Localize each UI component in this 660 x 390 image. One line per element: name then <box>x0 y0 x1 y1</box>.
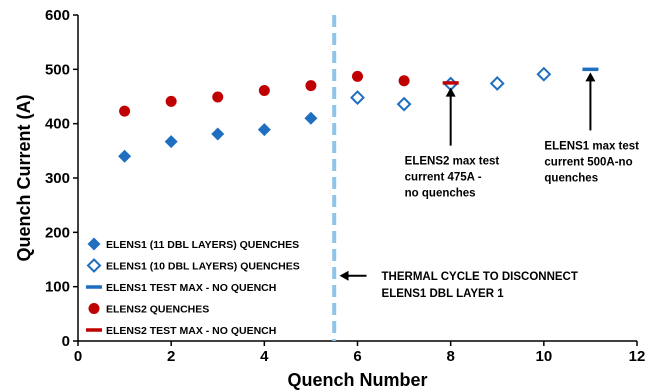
x-tick-label: 10 <box>535 348 552 365</box>
y-tick-label: 600 <box>45 7 70 24</box>
y-axis-title: Quench Current (A) <box>14 94 34 261</box>
data-point <box>164 135 178 149</box>
legend-item-1: ELENS1 (10 DBL LAYERS) QUENCHES <box>86 258 300 273</box>
annotation-line: quenches <box>544 172 598 184</box>
x-tick-label: 8 <box>446 348 454 365</box>
legend-item-4: ELENS2 TEST MAX - NO QUENCH <box>86 325 276 337</box>
legend-item-0: ELENS1 (11 DBL LAYERS) QUENCHES <box>87 237 299 251</box>
y-tick-label: 500 <box>45 61 70 78</box>
x-tick-label: 0 <box>74 348 82 365</box>
arrow-head <box>445 87 456 97</box>
y-tick-label: 200 <box>45 224 70 241</box>
annotation-1: ELENS1 max test current 500A-no quenches <box>544 72 639 184</box>
series-2 <box>582 67 599 72</box>
legend-marker <box>88 303 100 314</box>
x-axis-title: Quench Number <box>287 370 427 390</box>
legend-label: ELENS1 TEST MAX - NO QUENCH <box>106 282 276 294</box>
x-tick-label: 12 <box>629 348 646 365</box>
tick-labels: 0 100 200 300 400 500 600 0 2 4 6 8 10 12 <box>45 7 645 365</box>
x-tick-label: 4 <box>260 348 269 365</box>
data-point <box>118 149 132 163</box>
annotations: ELENS2 max test current 475A - no quenches… <box>339 72 639 300</box>
legend-marker <box>86 258 102 273</box>
annotation-0: ELENS2 max test current 475A - no quenches <box>405 87 500 200</box>
data-point <box>442 81 459 85</box>
data-point <box>304 111 318 125</box>
legend-label: ELENS2 QUENCHES <box>106 304 209 316</box>
data-point <box>536 66 552 82</box>
data-point <box>257 123 271 137</box>
annotation-line: ELENS1 DBL LAYER 1 <box>382 288 505 300</box>
legend-label: ELENS1 (11 DBL LAYERS) QUENCHES <box>106 239 299 251</box>
legend-label: ELENS2 TEST MAX - NO QUENCH <box>106 325 276 337</box>
legend: ELENS1 (11 DBL LAYERS) QUENCHES ELENS1 (1… <box>86 237 300 337</box>
series-4 <box>442 81 459 85</box>
series-3 <box>119 70 410 117</box>
series-0 <box>118 111 318 163</box>
annotation-line: ELENS2 max test <box>405 156 500 168</box>
y-tick-label: 0 <box>62 333 70 350</box>
arrow-head <box>339 270 349 281</box>
legend-item-3: ELENS2 QUENCHES <box>88 303 209 316</box>
data-point <box>350 90 365 106</box>
annotation-line: current 475A - <box>405 172 482 184</box>
legend-item-2: ELENS1 TEST MAX - NO QUENCH <box>86 282 276 294</box>
data-point <box>398 75 410 87</box>
annotation-line: THERMAL CYCLE TO DISCONNECT <box>382 271 578 283</box>
annotation-line: ELENS1 max test <box>544 140 639 152</box>
x-tick-label: 6 <box>353 348 361 365</box>
legend-marker <box>86 328 102 332</box>
legend-marker <box>86 285 102 289</box>
annotation-line: current 500A-no <box>544 156 632 168</box>
legend-marker <box>87 237 101 251</box>
y-tick-label: 100 <box>45 279 70 296</box>
data-point <box>258 85 270 97</box>
arrow-head <box>585 72 596 82</box>
data-point <box>119 105 131 117</box>
y-tick-label: 300 <box>45 170 70 187</box>
annotation-2: THERMAL CYCLE TO DISCONNECT ELENS1 DBL LA… <box>339 270 578 300</box>
y-tick-label: 400 <box>45 116 70 133</box>
data-point <box>212 91 224 103</box>
data-point <box>489 76 505 91</box>
data-point <box>582 67 599 72</box>
legend-label: ELENS1 (10 DBL LAYERS) QUENCHES <box>106 261 300 273</box>
data-point <box>211 127 225 141</box>
data-point <box>165 95 177 107</box>
data-point <box>396 96 412 112</box>
x-tick-label: 2 <box>167 348 175 365</box>
data-point <box>305 80 317 92</box>
data-marks <box>118 66 599 163</box>
annotation-line: no quenches <box>405 188 476 200</box>
data-point <box>352 70 363 82</box>
